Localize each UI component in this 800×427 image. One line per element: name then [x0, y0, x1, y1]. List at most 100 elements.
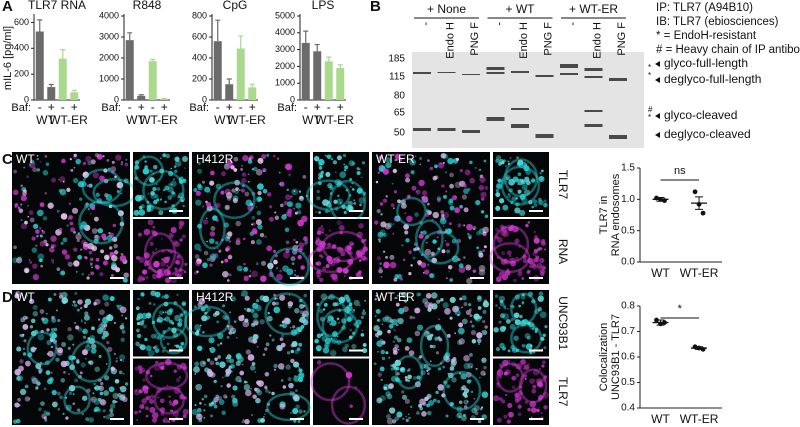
- cell-signal: [16, 375, 23, 382]
- cell-signal: [277, 345, 283, 352]
- cell-signal: [424, 234, 430, 240]
- cell-signal: [29, 325, 34, 329]
- cell-signal: [543, 202, 548, 208]
- cell-signal: [438, 318, 441, 321]
- cell-signal: [67, 327, 72, 332]
- cell-signal: [174, 156, 180, 162]
- bar: [70, 92, 79, 100]
- band-label: glyco-full-length: [664, 56, 748, 70]
- cell-signal: [448, 222, 452, 226]
- cell-signal: [389, 254, 395, 260]
- cell-signal: [361, 329, 364, 332]
- cell-signal: [459, 297, 463, 301]
- blot-band: [413, 128, 431, 131]
- cell-signal: [448, 198, 454, 204]
- cell-signal: [50, 244, 55, 249]
- cell-signal: [164, 294, 169, 300]
- cell-signal: [67, 218, 70, 220]
- cell-signal: [241, 420, 245, 424]
- cell-signal: [540, 412, 543, 415]
- cell-signal: [164, 358, 172, 366]
- cell-signal: [226, 383, 231, 388]
- cell-signal: [397, 348, 400, 351]
- cell-signal: [90, 348, 97, 354]
- cell-signal: [482, 301, 490, 308]
- cell-signal: [100, 321, 106, 327]
- cell-signal: [84, 298, 92, 306]
- cell-signal: [25, 296, 28, 299]
- cell-signal: [181, 301, 187, 307]
- cell-signal: [242, 155, 249, 162]
- cell-signal: [376, 256, 381, 261]
- cell-signal: [413, 242, 418, 247]
- cell-signal: [142, 155, 146, 158]
- cell-signal: [518, 163, 524, 169]
- cell-signal: [426, 393, 432, 399]
- cell-signal: [416, 190, 418, 193]
- cell-signal: [257, 190, 262, 196]
- cell-signal: [123, 179, 126, 182]
- cell-signal: [32, 304, 38, 311]
- cell-signal: [496, 417, 502, 423]
- cell-signal: [456, 238, 462, 244]
- cell-signal: [42, 170, 49, 176]
- blot-band: [535, 75, 554, 77]
- cell-signal: [513, 363, 516, 366]
- cell-signal: [72, 402, 76, 406]
- cell-signal: [247, 180, 250, 183]
- cell-signal: [384, 223, 392, 230]
- cell-signal: [252, 319, 259, 326]
- cell-signal: [264, 408, 269, 413]
- cell-signal: [210, 372, 216, 378]
- cell-signal: [406, 337, 413, 343]
- cell-signal: [322, 199, 329, 206]
- cell-signal: [291, 188, 298, 196]
- cell-signal: [383, 261, 390, 269]
- cell-signal: [220, 260, 224, 264]
- cell-signal: [360, 176, 363, 179]
- cell-signal: [75, 271, 78, 273]
- cell-signal: [134, 410, 138, 415]
- cell-signal: [178, 318, 183, 323]
- cell-signal: [483, 245, 487, 249]
- cell-signal: [475, 230, 481, 236]
- cell-signal: [82, 241, 89, 248]
- cell-signal: [468, 236, 472, 240]
- cell-signal: [203, 250, 209, 256]
- cell-signal: [93, 408, 98, 413]
- cell-signal: [407, 413, 410, 416]
- cell-signal: [295, 202, 302, 209]
- cell-signal: [241, 184, 245, 188]
- cell-signal: [47, 378, 53, 385]
- cell-signal: [39, 240, 46, 247]
- cell-signal: [88, 183, 93, 188]
- cell-signal: [495, 235, 499, 240]
- cell-signal: [522, 258, 528, 264]
- cell-signal: [119, 386, 122, 389]
- cell-signal: [106, 340, 110, 345]
- cell-signal: [529, 378, 535, 385]
- cell-signal: [468, 303, 472, 307]
- cell-signal: [85, 417, 90, 422]
- cell-signal: [283, 317, 290, 324]
- error-bar: [238, 35, 244, 49]
- cell-signal: [297, 219, 304, 227]
- cell-signal: [457, 313, 460, 317]
- cell-signal: [114, 267, 121, 273]
- cell-signal: [293, 238, 296, 242]
- cell-signal: [354, 386, 358, 389]
- cell-signal: [102, 260, 108, 266]
- group-label: WT: [214, 113, 233, 127]
- cell-signal: [141, 398, 148, 405]
- cell-signal: [482, 249, 486, 253]
- cell-signal: [199, 402, 202, 405]
- cell-signal: [193, 187, 198, 193]
- cell-signal: [171, 402, 176, 407]
- cell-signal: [256, 345, 259, 348]
- cell-signal: [235, 220, 242, 227]
- cell-signal: [339, 171, 347, 179]
- cell-signal: [298, 342, 303, 347]
- cell-signal: [157, 335, 162, 341]
- cell-signal: [163, 301, 169, 307]
- cell-signal: [402, 368, 404, 371]
